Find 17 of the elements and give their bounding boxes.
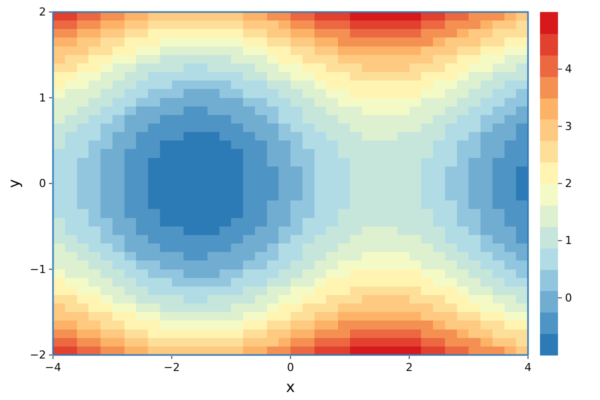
x-tick-label: 2 (406, 361, 413, 374)
color-bar-label: 2 (565, 177, 572, 190)
x-axis-title: x (286, 378, 296, 396)
color-bar-label: 0 (565, 291, 572, 304)
x-tick-label: 0 (287, 361, 294, 374)
x-tick-label: 4 (524, 361, 532, 374)
y-axis-title: y (5, 178, 23, 188)
y-tick-label: −1 (30, 262, 46, 276)
y-tick-label: −2 (30, 348, 46, 362)
y-tick-label: 2 (39, 6, 46, 18)
color-bar-label: 1 (565, 234, 572, 248)
y-tick-label: 0 (39, 177, 46, 190)
color-bar-label: 4 (565, 62, 572, 76)
color-bar-label: 3 (565, 120, 572, 133)
y-tick-label: 1 (39, 91, 46, 104)
x-tick-label: −2 (164, 361, 180, 374)
x-tick-label: −4 (44, 361, 62, 374)
